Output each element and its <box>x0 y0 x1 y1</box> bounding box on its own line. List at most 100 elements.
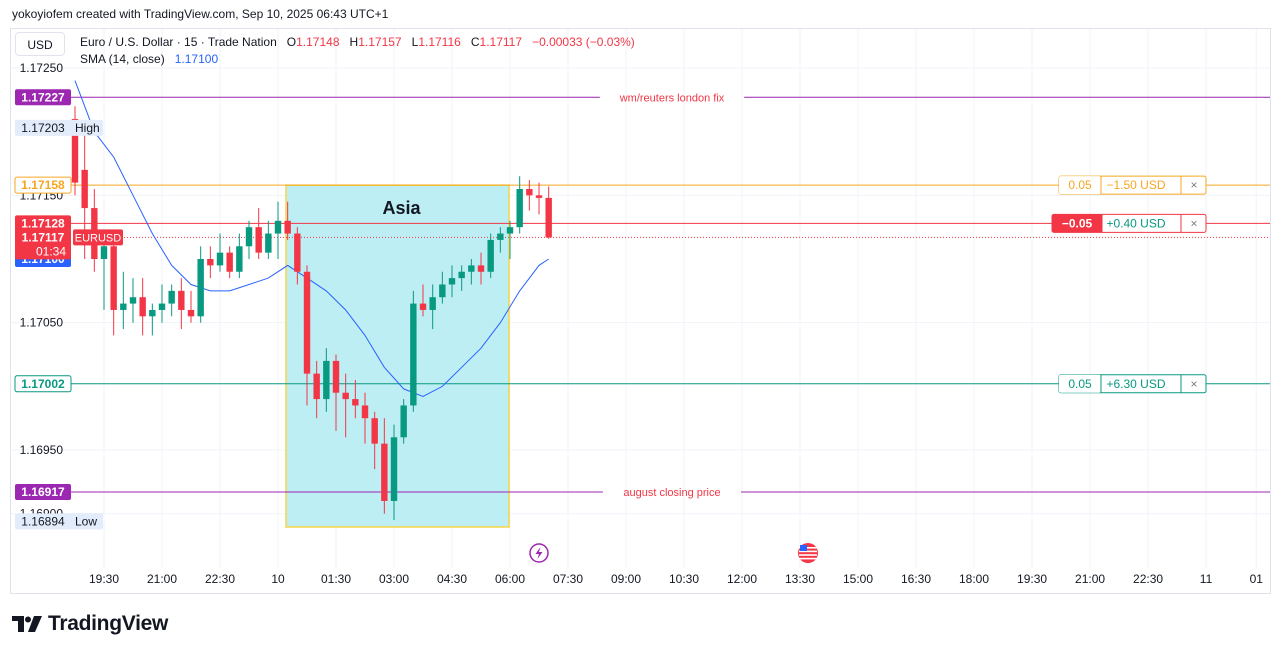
price-level-text: wm/reuters london fix <box>619 92 725 104</box>
candle-body <box>458 271 465 279</box>
asia-label: Asia <box>383 198 422 218</box>
candle <box>216 233 224 272</box>
high-marker: 1.17203 High <box>15 119 103 136</box>
tag-orange-level-bg <box>14 176 72 194</box>
candle <box>410 290 417 412</box>
candle-body <box>149 309 156 317</box>
order-pnl: +6.30 USD <box>1106 377 1165 391</box>
candle <box>284 201 291 240</box>
time-tick-label: 22:30 <box>1133 572 1163 586</box>
candle <box>332 354 340 431</box>
candle <box>197 246 204 323</box>
candle <box>468 259 475 285</box>
order-tags: 0.05 −1.50 USD × −0.05 +0.40 USD × 0.05 +6.30 U… <box>1051 175 1207 394</box>
candle <box>110 239 117 336</box>
flag-stripe <box>799 547 817 549</box>
tag-august-close-text: 1.16917 <box>21 485 65 499</box>
axes: 1.172501.171501.170501.169501.1690019:30… <box>20 61 1264 586</box>
candle <box>236 233 243 279</box>
tag-london-fix-text: 1.17227 <box>21 90 65 104</box>
candle-body <box>477 265 485 272</box>
asia-session-box <box>285 184 510 528</box>
ohlc-legend: Euro / U.S. Dollar · 15 · Trade Nation O… <box>80 35 635 49</box>
candle-body <box>323 360 330 400</box>
candle-body <box>352 399 359 406</box>
candle <box>187 290 195 323</box>
candle-body <box>448 278 456 285</box>
candle-body <box>516 188 523 228</box>
candle <box>303 265 311 406</box>
time-tick-label: 01 <box>1250 572 1264 586</box>
candle <box>477 252 485 285</box>
tag-london-fix-bg <box>15 89 71 106</box>
lightning-bolt <box>535 547 543 559</box>
candle <box>342 373 349 438</box>
candle-body <box>468 265 475 272</box>
candle <box>120 271 127 330</box>
candle <box>448 265 456 298</box>
time-tick-label: 19:30 <box>1017 572 1047 586</box>
candle <box>429 284 436 330</box>
order-tag[interactable]: 0.05 −1.50 USD × <box>1058 175 1207 195</box>
currency-button[interactable]: USD <box>15 32 65 56</box>
candle-body <box>197 259 204 317</box>
flag-stripe <box>799 550 817 553</box>
tradingview-logo[interactable]: TradingView <box>12 612 168 636</box>
low-value: 1.17116 <box>418 35 461 49</box>
flag-canton <box>800 545 807 551</box>
order-close-icon[interactable]: × <box>1190 377 1197 391</box>
candle <box>129 278 137 323</box>
tag-symbol-text: EURUSD <box>75 232 122 244</box>
candle <box>545 186 552 239</box>
tag-teal-level-text: 1.17002 <box>21 377 65 391</box>
candle-body <box>226 252 233 272</box>
order-qty-bg <box>1059 176 1101 195</box>
time-tick-label: 18:00 <box>959 572 989 586</box>
candle <box>516 176 523 234</box>
candle-body <box>342 392 349 400</box>
order-tag[interactable]: 0.05 +6.30 USD × <box>1058 374 1207 394</box>
candle <box>381 418 388 514</box>
candle <box>352 379 359 419</box>
high-marker-text: High <box>75 121 100 135</box>
sma-legend: SMA (14, close) 1.17100 <box>80 52 218 66</box>
candle-body <box>207 259 214 266</box>
candle-body <box>535 195 543 198</box>
tag-countdown: 01:34 <box>36 244 66 258</box>
tag-teal-level: 1.17002 <box>14 375 72 393</box>
order-qty-bg <box>1059 374 1101 393</box>
order-close-icon[interactable]: × <box>1190 216 1197 230</box>
candle <box>361 392 369 444</box>
high-marker-price: 1.17203 <box>21 121 65 135</box>
order-close-icon[interactable]: × <box>1190 178 1197 192</box>
order-tag[interactable]: −0.05 +0.40 USD × <box>1051 213 1207 233</box>
time-tick-label: 06:00 <box>495 572 525 586</box>
price-tick-label: 1.17050 <box>20 316 64 330</box>
candle-body <box>129 297 137 304</box>
candle <box>178 278 185 330</box>
tradingview-logo-icon <box>12 616 42 632</box>
price-tick-label: 1.17250 <box>20 61 64 75</box>
candle-body <box>110 246 117 310</box>
time-tick-label: 03:00 <box>379 572 409 586</box>
candle <box>535 182 543 215</box>
time-tick-label: 21:00 <box>1075 572 1105 586</box>
lightning-event-icon[interactable] <box>529 543 549 563</box>
us-flag-event-icon[interactable] <box>798 543 818 563</box>
candle <box>100 233 108 310</box>
low-marker-price: 1.16894 <box>21 514 65 528</box>
open-label: O <box>286 35 297 49</box>
tag-red-level-bg <box>15 215 71 232</box>
change-value: −0.00033 (−0.03%) <box>532 35 635 49</box>
order-qty: −0.05 <box>1062 216 1093 230</box>
flag-stripe <box>799 554 817 556</box>
candle <box>313 360 320 419</box>
time-tick-label: 22:30 <box>205 572 235 586</box>
order-pnl: +0.40 USD <box>1106 216 1165 230</box>
session-box: Asia <box>285 184 510 528</box>
time-tick-label: 15:00 <box>843 572 873 586</box>
candle-body <box>178 290 185 310</box>
candle <box>255 208 262 260</box>
